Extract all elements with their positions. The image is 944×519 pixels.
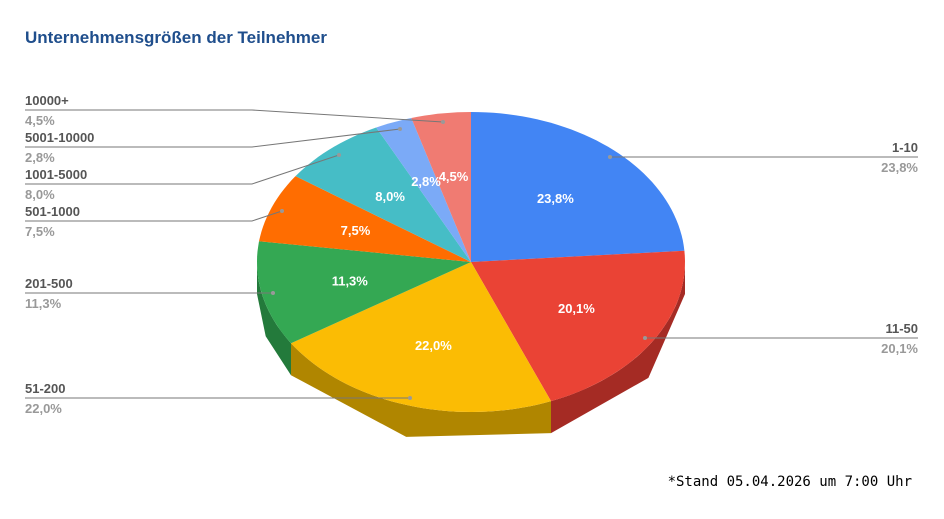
category-label: 1001-5000 [25, 167, 87, 182]
slice-value-label: 7,5% [341, 223, 371, 238]
leader-dot [441, 120, 445, 124]
leader-dot [271, 291, 275, 295]
leader-dot [280, 209, 284, 213]
category-label: 5001-10000 [25, 130, 94, 145]
pie-slice-1001-5000 [295, 127, 471, 262]
slice-value-label: 11,3% [332, 274, 369, 289]
slice-value-label: 22,0% [415, 338, 452, 353]
slice-value-label: 23,8% [537, 191, 574, 206]
category-label: 1-10 [892, 140, 918, 155]
slice-value-label: 2,8% [411, 174, 441, 189]
leader-dot [398, 127, 402, 131]
pie-slice-10000+ [411, 112, 471, 262]
slice-value-label: 20,1% [558, 301, 595, 316]
category-percent: 4,5% [25, 113, 55, 128]
slice-value-label: 4,5% [439, 169, 469, 184]
category-percent: 7,5% [25, 224, 55, 239]
leader-dot [608, 155, 612, 159]
leader-line [25, 210, 283, 222]
pie-slice-51-200 [291, 262, 551, 412]
leader-dot [337, 153, 341, 157]
category-label: 51-200 [25, 381, 65, 396]
category-percent: 2,8% [25, 150, 55, 165]
leader-dot [408, 396, 412, 400]
category-label: 501-1000 [25, 204, 80, 219]
category-percent: 8,0% [25, 187, 55, 202]
leader-dot [643, 336, 647, 340]
pie-slice-11-50 [471, 250, 685, 402]
pie-slice-201-500 [257, 241, 471, 344]
pie-slice-1-10 [471, 112, 685, 262]
leader-line [25, 154, 340, 185]
pie-side-201-500 [257, 262, 291, 376]
category-label: 201-500 [25, 276, 73, 291]
footnote: *Stand 05.04.2026 um 7:00 Uhr [667, 474, 912, 490]
slice-value-label: 8,0% [375, 189, 405, 204]
leader-line [25, 109, 444, 123]
pie-side-11-50 [551, 262, 685, 434]
pie-side-51-200 [291, 343, 551, 437]
category-percent: 20,1% [881, 341, 918, 356]
leader-line [25, 128, 401, 148]
chart-title: Unternehmensgrößen der Teilnehmer [25, 28, 327, 47]
category-percent: 11,3% [25, 296, 62, 311]
category-label: 11-50 [885, 321, 918, 336]
pie-slice-501-1000 [259, 176, 471, 262]
category-label: 10000+ [25, 93, 69, 108]
pie-slice-5001-10000 [376, 118, 471, 262]
category-percent: 22,0% [25, 401, 62, 416]
category-percent: 23,8% [881, 160, 918, 175]
